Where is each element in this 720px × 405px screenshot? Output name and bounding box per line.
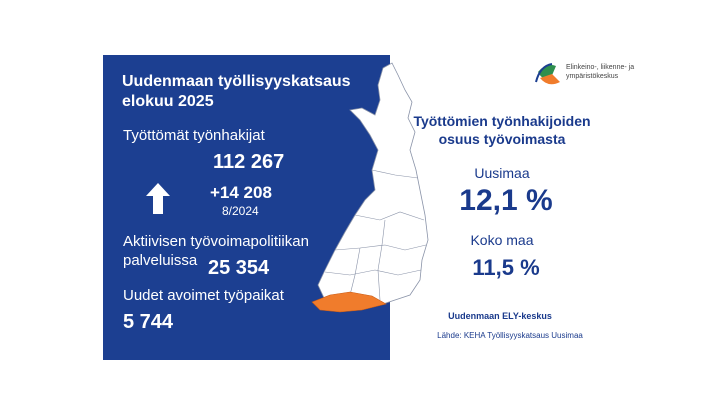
label: Uusimaa: [474, 165, 529, 181]
logo-text: ympäristökeskus: [566, 73, 619, 80]
panel-title: elokuu 2025: [122, 93, 214, 110]
org: Uudenmaan ELY-keskus: [448, 311, 552, 321]
label: palveluissa: [123, 252, 198, 269]
share-title: osuus työvoimasta: [439, 131, 566, 147]
change-ref: 8/2024: [222, 204, 259, 218]
value: 25 354: [208, 257, 270, 279]
value: 112 267: [213, 151, 284, 173]
logo-text: Elinkeino-, liikenne- ja: [566, 64, 634, 71]
label: Aktiivisen työvoimapolitiikan: [123, 233, 309, 250]
value: 12,1 %: [459, 184, 552, 217]
up-arrow: [146, 183, 170, 214]
label: Työttömät työnhakijat: [123, 127, 266, 144]
source: Lähde: KEHA Työllisyyskatsaus Uusimaa: [437, 331, 583, 340]
change: +14 208: [210, 183, 272, 202]
share-title: Työttömien työnhakijoiden: [413, 113, 590, 129]
panel-title: Uudenmaan työllisyyskatsaus: [122, 73, 351, 90]
logo: Elinkeino-, liikenne- ja ympäristökeskus: [535, 63, 634, 85]
finland-map: [311, 62, 429, 313]
value: 5 744: [123, 311, 174, 333]
value: 11,5 %: [472, 255, 539, 280]
label: Koko maa: [470, 232, 533, 248]
label: Uudet avoimet työpaikat: [123, 287, 285, 304]
